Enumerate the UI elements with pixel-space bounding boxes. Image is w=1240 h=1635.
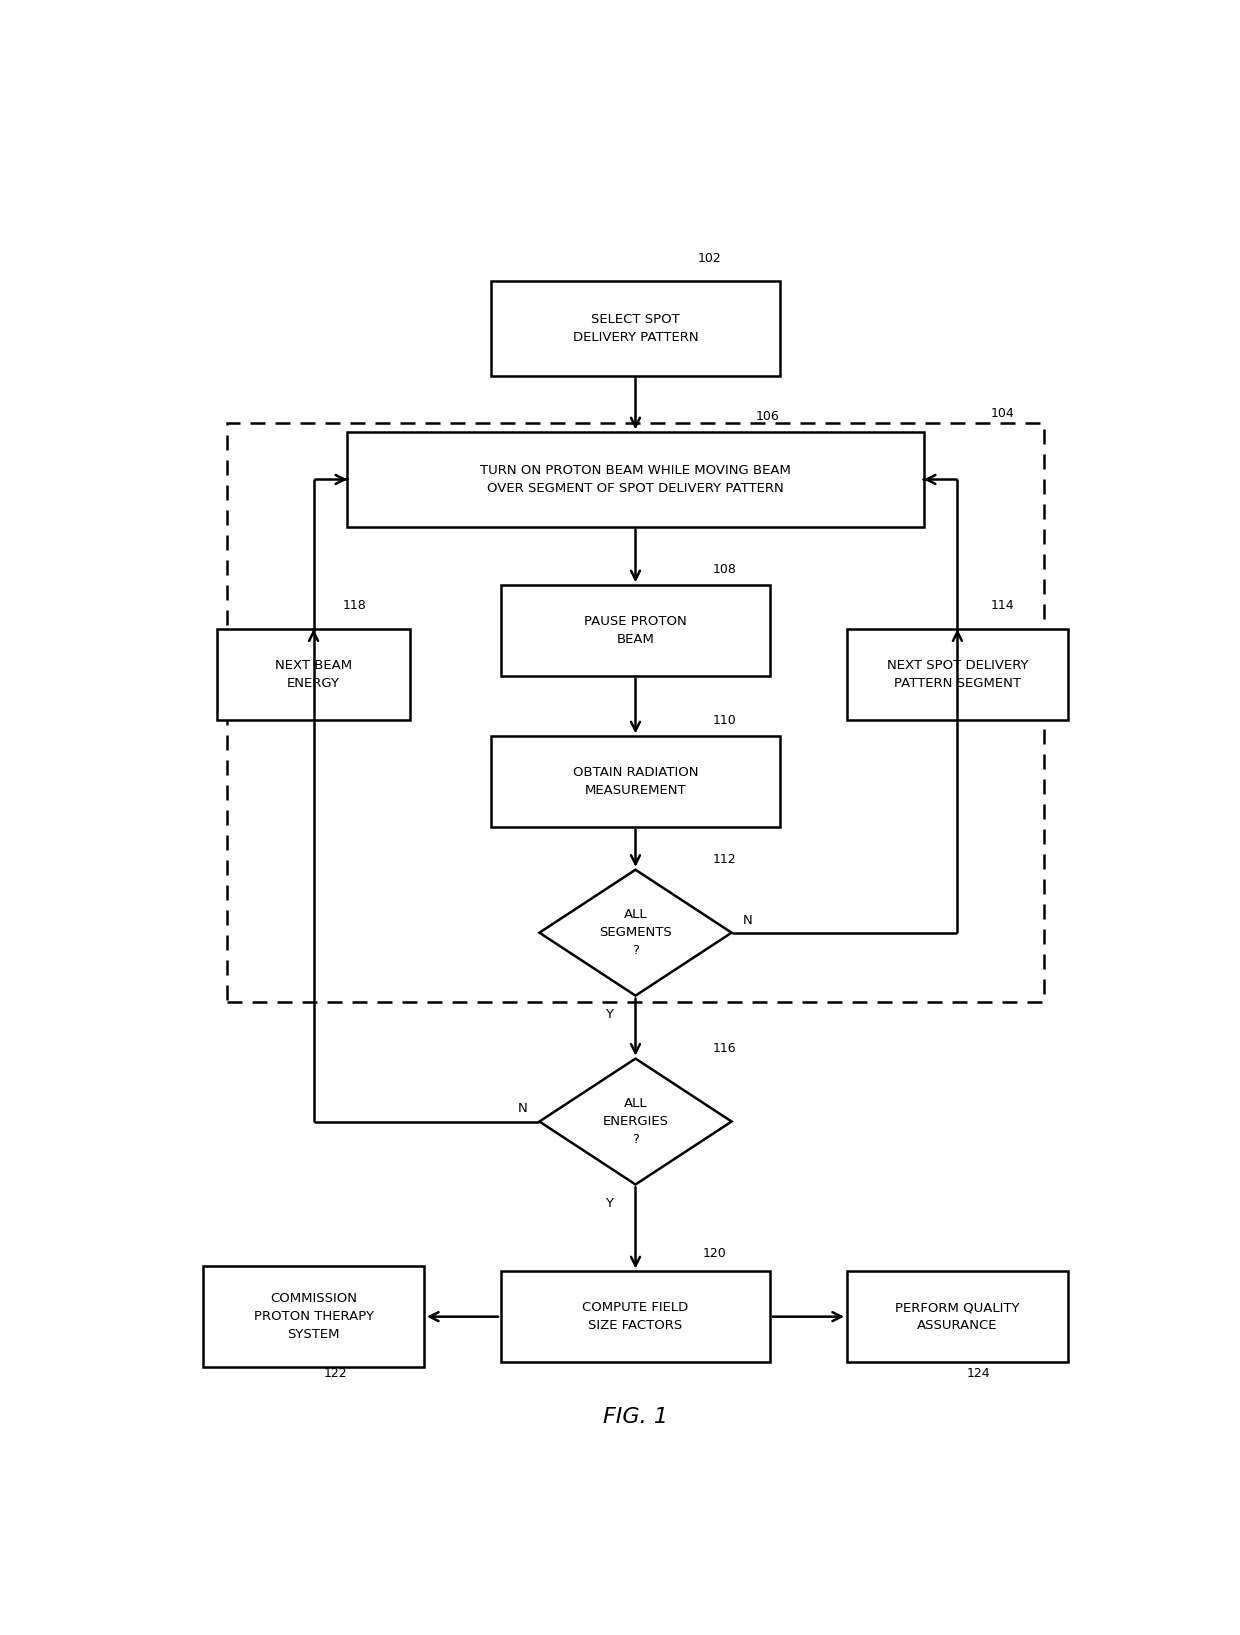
Text: 102: 102 — [698, 252, 722, 265]
Text: 116: 116 — [712, 1041, 737, 1055]
Text: OBTAIN RADIATION
MEASUREMENT: OBTAIN RADIATION MEASUREMENT — [573, 767, 698, 798]
Text: FIG. 1: FIG. 1 — [603, 1408, 668, 1427]
FancyBboxPatch shape — [203, 1265, 424, 1367]
Text: 118: 118 — [342, 598, 366, 611]
Text: 112: 112 — [712, 853, 737, 867]
Text: 106: 106 — [755, 410, 780, 423]
Text: Y: Y — [605, 1197, 613, 1210]
Text: 108: 108 — [712, 564, 737, 577]
Polygon shape — [539, 870, 732, 996]
Text: Y: Y — [605, 1009, 613, 1022]
Text: COMPUTE FIELD
SIZE FACTORS: COMPUTE FIELD SIZE FACTORS — [583, 1301, 688, 1333]
Text: 114: 114 — [991, 598, 1014, 611]
Text: 120: 120 — [703, 1248, 727, 1261]
Text: 124: 124 — [967, 1367, 991, 1380]
Text: PERFORM QUALITY
ASSURANCE: PERFORM QUALITY ASSURANCE — [895, 1301, 1019, 1333]
Text: NEXT BEAM
ENERGY: NEXT BEAM ENERGY — [275, 659, 352, 690]
FancyBboxPatch shape — [847, 629, 1068, 719]
Text: 122: 122 — [324, 1367, 347, 1380]
Text: 110: 110 — [712, 714, 737, 728]
Text: NEXT SPOT DELIVERY
PATTERN SEGMENT: NEXT SPOT DELIVERY PATTERN SEGMENT — [887, 659, 1028, 690]
Text: ALL
ENERGIES
?: ALL ENERGIES ? — [603, 1097, 668, 1146]
FancyBboxPatch shape — [347, 432, 924, 526]
Text: TURN ON PROTON BEAM WHILE MOVING BEAM
OVER SEGMENT OF SPOT DELIVERY PATTERN: TURN ON PROTON BEAM WHILE MOVING BEAM OV… — [480, 464, 791, 495]
Text: COMMISSION
PROTON THERAPY
SYSTEM: COMMISSION PROTON THERAPY SYSTEM — [253, 1292, 373, 1341]
FancyBboxPatch shape — [847, 1272, 1068, 1362]
Text: 104: 104 — [991, 407, 1014, 420]
FancyBboxPatch shape — [491, 281, 780, 376]
Polygon shape — [539, 1058, 732, 1184]
Text: SELECT SPOT
DELIVERY PATTERN: SELECT SPOT DELIVERY PATTERN — [573, 312, 698, 343]
Text: N: N — [518, 1102, 528, 1115]
Text: N: N — [743, 914, 753, 927]
FancyBboxPatch shape — [501, 585, 770, 675]
FancyBboxPatch shape — [501, 1272, 770, 1362]
Text: PAUSE PROTON
BEAM: PAUSE PROTON BEAM — [584, 615, 687, 646]
FancyBboxPatch shape — [217, 629, 409, 719]
FancyBboxPatch shape — [491, 736, 780, 827]
Text: ALL
SEGMENTS
?: ALL SEGMENTS ? — [599, 907, 672, 956]
